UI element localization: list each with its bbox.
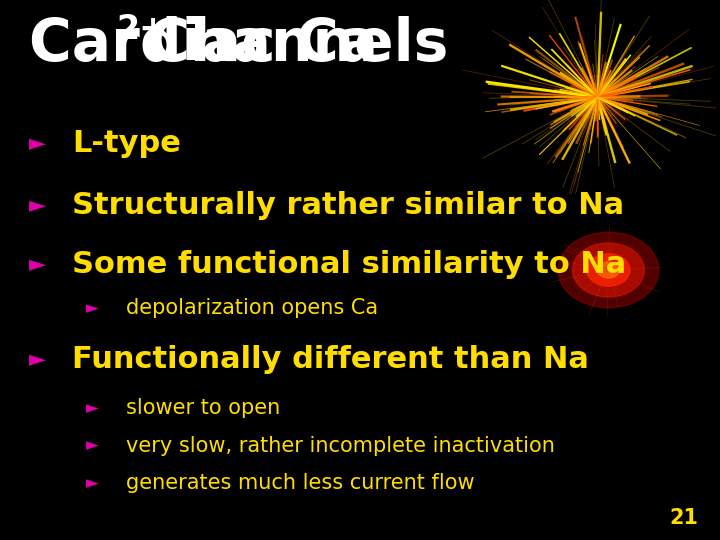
Circle shape [589,91,606,104]
Text: Cardiac Ca: Cardiac Ca [29,16,378,73]
Text: Some functional similarity to Na: Some functional similarity to Na [72,250,626,279]
Circle shape [554,65,641,130]
Text: ►: ► [86,299,99,317]
Text: Structurally rather similar to Na: Structurally rather similar to Na [72,191,624,220]
Circle shape [572,243,644,297]
Text: depolarization opens Ca: depolarization opens Ca [126,298,378,318]
Text: ►: ► [86,474,99,492]
Circle shape [569,76,626,119]
Circle shape [598,262,619,278]
Text: very slow, rather incomplete inactivation: very slow, rather incomplete inactivatio… [126,435,555,456]
Text: Channels: Channels [127,16,449,73]
Text: 2+: 2+ [117,13,168,46]
Text: generates much less current flow: generates much less current flow [126,473,474,494]
Text: ►: ► [29,349,46,369]
Circle shape [587,254,630,286]
Text: ►: ► [29,133,46,153]
Text: ►: ► [86,399,99,417]
Text: ►: ► [86,436,99,455]
Text: ►: ► [29,195,46,215]
Circle shape [580,84,616,111]
Text: 21: 21 [670,508,698,529]
Circle shape [558,232,659,308]
Text: L-type: L-type [72,129,181,158]
Text: slower to open: slower to open [126,397,280,418]
Text: Functionally different than Na: Functionally different than Na [72,345,589,374]
Text: ►: ► [29,254,46,275]
